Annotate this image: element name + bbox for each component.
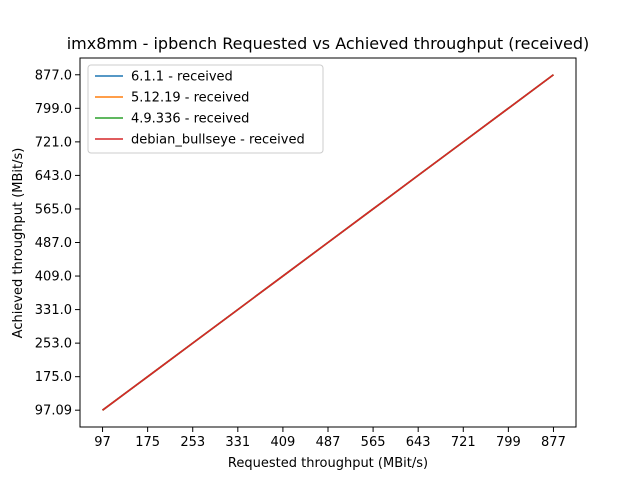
y-tick-label: 97.09 [35,404,72,419]
legend: 6.1.1 - received 5.12.19 - received 4.9.33… [87,64,324,154]
y-axis-title: Achieved throughput (MBit/s) [11,148,26,339]
x-tick-label: 487 [316,435,341,450]
x-tick-label: 175 [135,435,160,450]
legend-box [87,64,324,154]
chart-title: imx8mm - ipbench Requested vs Achieved t… [67,34,590,53]
y-tick-label: 643.0 [35,169,72,184]
legend-label: 5.12.19 - received [131,91,249,106]
series-lines [102,74,554,411]
y-tick-label: 331.0 [35,303,72,318]
y-tick-label: 565.0 [35,202,72,217]
x-tick-label: 721 [451,435,476,450]
x-axis-title: Requested throughput (MBit/s) [228,456,428,471]
x-tick-label: 253 [180,435,205,450]
y-tick-label: 877.0 [35,68,72,83]
x-tick-label: 565 [361,435,386,450]
x-tick-label: 409 [270,435,295,450]
legend-label: debian_bullseye - received [131,133,305,148]
y-tick-label: 253.0 [35,337,72,352]
y-axis: 97.09 175.0 253.0 331.0 409.0 487.0 565.0 643.0… [35,68,80,419]
x-tick-label: 331 [225,435,250,450]
x-tick-label: 799 [496,435,521,450]
legend-label: 4.9.336 - received [131,112,249,127]
x-tick-label: 877 [541,435,566,450]
y-tick-label: 409.0 [35,270,72,285]
legend-label: 6.1.1 - received [131,70,233,85]
y-tick-label: 721.0 [35,135,72,150]
x-axis: 97 175 253 331 409 487 565 643 721 799 877 [94,427,566,450]
y-tick-label: 175.0 [35,370,72,385]
series-line-3 [102,74,554,411]
x-tick-label: 97 [94,435,111,450]
y-tick-label: 487.0 [35,236,72,251]
x-tick-label: 643 [406,435,431,450]
y-tick-label: 799.0 [35,102,72,117]
